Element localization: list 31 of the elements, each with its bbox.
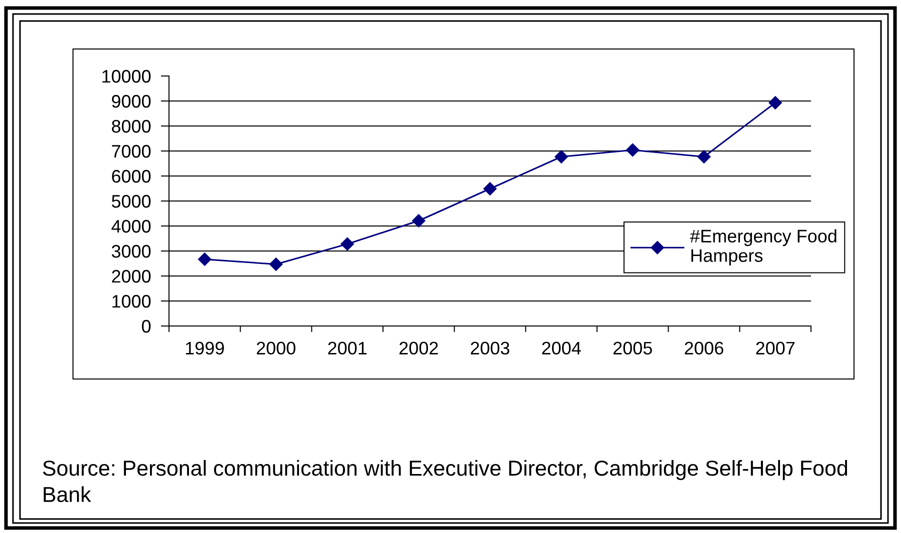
- y-tick-label: 3000: [112, 244, 151, 258]
- point: [483, 182, 497, 196]
- source-note: Source: Personal communication with Executive Director, Cambridge Self-Help Food Bank: [42, 460, 848, 502]
- x-tick-label: 2001: [328, 342, 367, 355]
- y-tick-label: 9000: [112, 94, 151, 108]
- y-tick-label: 6000: [112, 170, 151, 183]
- point: [626, 143, 640, 157]
- x-tick-label: 2007: [756, 342, 795, 355]
- y-tick-label: 7000: [112, 144, 151, 158]
- x-tick-label: 2005: [613, 342, 652, 355]
- y-tick-label: 0: [142, 320, 151, 333]
- x-tick-label: 1999: [186, 342, 224, 355]
- x-tick-label: 2006: [684, 342, 724, 355]
- point: [269, 258, 283, 271]
- point: [554, 150, 568, 164]
- x-tick-label: 2003: [470, 342, 510, 355]
- point: [340, 237, 354, 251]
- y-tick-label: 2000: [112, 270, 151, 283]
- y-tick-label: 4000: [112, 220, 151, 233]
- x-tick-label: 2000: [256, 342, 296, 355]
- y-tick-label: 10000: [102, 70, 151, 83]
- point: [697, 150, 711, 164]
- y-tick-label: 1000: [112, 294, 151, 308]
- x-tick-label: 2004: [542, 342, 581, 355]
- y-tick-label: 8000: [112, 120, 151, 133]
- legend-label: #Emergency Food Hampers: [690, 229, 836, 266]
- point: [768, 96, 782, 110]
- point: [198, 252, 212, 266]
- point: [412, 214, 426, 228]
- x-tick-label: 2002: [399, 342, 438, 355]
- y-tick-label: 5000: [112, 194, 151, 208]
